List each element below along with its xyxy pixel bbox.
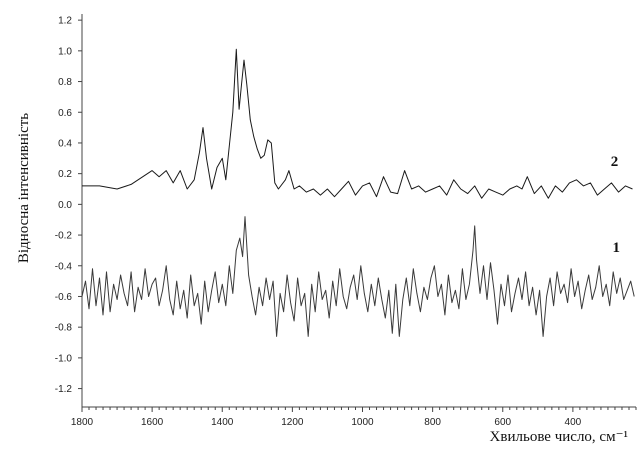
y-tick-label: 0.4: [58, 138, 72, 149]
series-group: 21: [81, 48, 635, 337]
y-axis-title: Відносна інтенсивність: [16, 113, 32, 263]
series-1-line: [81, 216, 635, 337]
y-tick-label: 1.2: [58, 16, 72, 27]
x-tick-label: 1400: [211, 417, 234, 428]
x-tick-label: 1600: [141, 417, 164, 428]
y-tick-label: -0.4: [55, 261, 73, 272]
x-axis-title: Хвильове число, см⁻¹: [490, 429, 628, 445]
x-tick-label: 1800: [71, 417, 94, 428]
y-tick-label: -1.2: [55, 384, 73, 395]
x-tick-label: 800: [424, 417, 441, 428]
x-tick-label: 400: [565, 417, 582, 428]
x-axis: 1800 1600 1400 1200 1000 800 600 400: [71, 406, 637, 428]
y-tick-label: 0.2: [58, 169, 72, 180]
x-tick-label: 1000: [351, 417, 374, 428]
y-tick-label: 1.0: [58, 46, 72, 57]
y-tick-label: -0.8: [55, 323, 73, 334]
series-2-line: [82, 48, 633, 199]
series-2-label: 2: [611, 154, 619, 170]
y-tick-label: -0.2: [55, 231, 73, 242]
series-1-label: 1: [612, 240, 620, 256]
x-tick-label: 600: [494, 417, 511, 428]
y-axis: 1.2 1.0 0.8 0.6 0.4 0.2 0.0 -0.2 -0.4 -0.6 -0.8 -1.…: [55, 14, 83, 407]
y-tick-label: -1.0: [55, 353, 73, 364]
x-tick-label: 1200: [281, 417, 304, 428]
y-tick-label: 0.0: [58, 200, 72, 211]
y-tick-label: 0.8: [58, 77, 72, 88]
y-tick-label: 0.6: [58, 108, 72, 119]
y-tick-label: -0.6: [55, 292, 73, 303]
